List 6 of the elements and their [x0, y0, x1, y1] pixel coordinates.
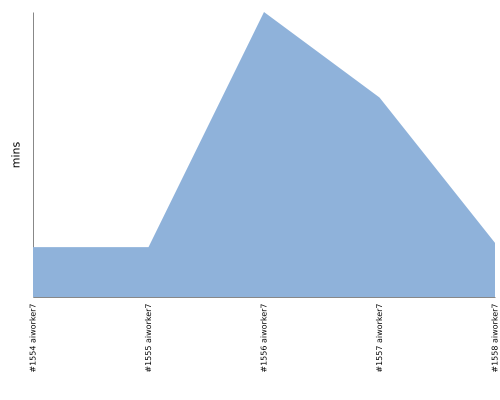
x-tick-label: #1556 aiworker7 — [260, 304, 268, 373]
x-tick-label: #1557 aiworker7 — [375, 304, 384, 373]
x-tick-label: #1555 aiworker7 — [144, 304, 153, 373]
x-tick-label: #1558 aiworker7 — [490, 304, 500, 373]
y-axis-title: mins — [10, 142, 22, 168]
x-tick-label: #1554 aiworker7 — [28, 304, 38, 373]
